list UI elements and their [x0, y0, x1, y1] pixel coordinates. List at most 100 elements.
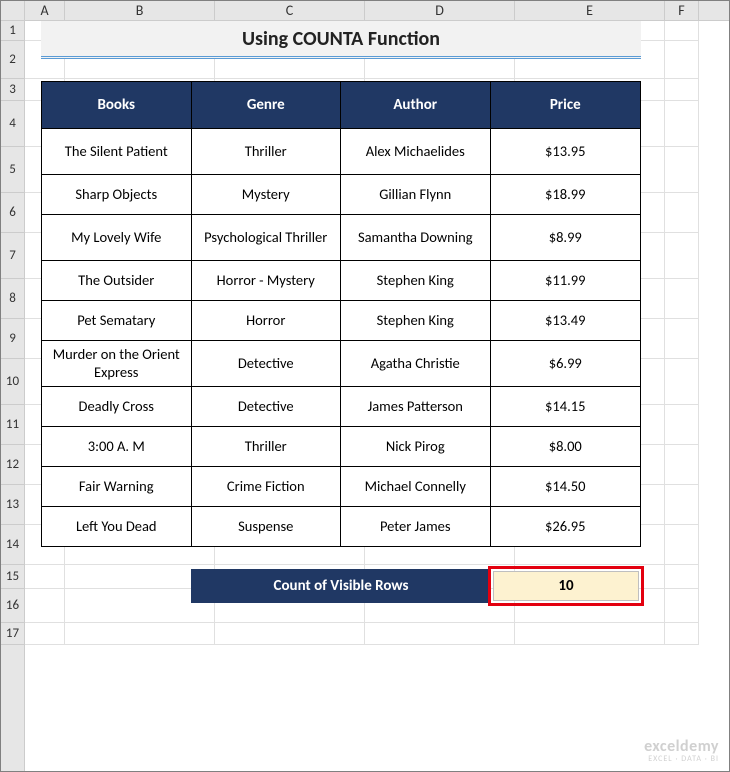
- table-cell[interactable]: $11.99: [491, 260, 641, 300]
- cell[interactable]: [25, 565, 65, 589]
- col-header-d[interactable]: D: [365, 1, 515, 20]
- row-header-9[interactable]: 9: [1, 319, 24, 359]
- table-cell[interactable]: Detective: [192, 386, 342, 426]
- cell[interactable]: [665, 21, 699, 41]
- cell[interactable]: [665, 233, 699, 279]
- row-header-3[interactable]: 3: [1, 79, 24, 101]
- cell[interactable]: [665, 101, 699, 147]
- cell[interactable]: [665, 193, 699, 233]
- col-header-b[interactable]: B: [65, 1, 215, 20]
- table-cell[interactable]: $8.99: [491, 214, 641, 260]
- table-cell[interactable]: Agatha Christie: [341, 340, 491, 386]
- cell[interactable]: [665, 359, 699, 405]
- table-cell[interactable]: Mystery: [192, 174, 342, 214]
- col-header-a[interactable]: A: [25, 1, 65, 20]
- column-headers: ABCDEF: [25, 1, 729, 21]
- cell[interactable]: [665, 319, 699, 359]
- cell[interactable]: [665, 79, 699, 101]
- table-cell[interactable]: Murder on the Orient Express: [42, 340, 192, 386]
- cell[interactable]: [25, 589, 65, 623]
- cell[interactable]: [665, 445, 699, 485]
- table-header-books[interactable]: Books: [42, 82, 192, 128]
- watermark-tagline: EXCEL · DATA · BI: [644, 755, 719, 763]
- row-header-2[interactable]: 2: [1, 41, 24, 79]
- row-header-4[interactable]: 4: [1, 101, 24, 147]
- cell[interactable]: [665, 41, 699, 79]
- table-cell[interactable]: Pet Sematary: [42, 300, 192, 340]
- table-cell[interactable]: Gillian Flynn: [341, 174, 491, 214]
- table-cell[interactable]: Stephen King: [341, 300, 491, 340]
- table-cell[interactable]: Nick Pirog: [341, 426, 491, 466]
- cell[interactable]: [665, 147, 699, 193]
- cell[interactable]: [665, 485, 699, 525]
- table-cell[interactable]: $26.95: [491, 506, 641, 546]
- row-header-14[interactable]: 14: [1, 525, 24, 565]
- row-header-13[interactable]: 13: [1, 485, 24, 525]
- row-header-1[interactable]: 1: [1, 21, 24, 41]
- cell[interactable]: [365, 623, 515, 645]
- count-value-highlight: 10: [488, 566, 644, 606]
- table-cell[interactable]: $6.99: [491, 340, 641, 386]
- row-header-7[interactable]: 7: [1, 233, 24, 279]
- table-cell[interactable]: Sharp Objects: [42, 174, 192, 214]
- cell[interactable]: [215, 623, 365, 645]
- table-cell[interactable]: Detective: [192, 340, 342, 386]
- row-header-16[interactable]: 16: [1, 589, 24, 623]
- col-header-c[interactable]: C: [215, 1, 365, 20]
- row-header-12[interactable]: 12: [1, 445, 24, 485]
- col-header-e[interactable]: E: [515, 1, 665, 20]
- table-cell[interactable]: $13.49: [491, 300, 641, 340]
- table-cell[interactable]: Deadly Cross: [42, 386, 192, 426]
- table-cell[interactable]: The Silent Patient: [42, 128, 192, 174]
- table-cell[interactable]: Crime Fiction: [192, 466, 342, 506]
- table-cell[interactable]: Horror - Mystery: [192, 260, 342, 300]
- cell[interactable]: [665, 525, 699, 565]
- table-cell[interactable]: Samantha Downing: [341, 214, 491, 260]
- table-header-author[interactable]: Author: [341, 82, 491, 128]
- table-cell[interactable]: $13.95: [491, 128, 641, 174]
- table-cell[interactable]: Michael Connelly: [341, 466, 491, 506]
- table-cell[interactable]: Thriller: [192, 426, 342, 466]
- table-cell[interactable]: My Lovely Wife: [42, 214, 192, 260]
- col-header-f[interactable]: F: [665, 1, 699, 20]
- row-header-15[interactable]: 15: [1, 565, 24, 589]
- table-cell[interactable]: Thriller: [192, 128, 342, 174]
- table-cell[interactable]: $8.00: [491, 426, 641, 466]
- row-header-5[interactable]: 5: [1, 147, 24, 193]
- select-all-corner[interactable]: [1, 1, 25, 21]
- table-cell[interactable]: Stephen King: [341, 260, 491, 300]
- table-cell[interactable]: James Patterson: [341, 386, 491, 426]
- table-cell[interactable]: $18.99: [491, 174, 641, 214]
- page-title: Using COUNTA Function: [41, 21, 641, 59]
- table-header-price[interactable]: Price: [491, 82, 641, 128]
- row-header-10[interactable]: 10: [1, 359, 24, 405]
- watermark-brand: exceldemy: [644, 739, 719, 755]
- cell[interactable]: [25, 623, 65, 645]
- table-cell[interactable]: Psychological Thriller: [192, 214, 342, 260]
- table-cell[interactable]: Alex Michaelides: [341, 128, 491, 174]
- cell[interactable]: [665, 623, 699, 645]
- cell[interactable]: [665, 565, 699, 589]
- row-header-11[interactable]: 11: [1, 405, 24, 445]
- cell[interactable]: [665, 589, 699, 623]
- cell[interactable]: [665, 279, 699, 319]
- row-header-6[interactable]: 6: [1, 193, 24, 233]
- count-label: Count of Visible Rows: [191, 569, 491, 603]
- row-header-17[interactable]: 17: [1, 623, 24, 645]
- cell[interactable]: [665, 405, 699, 445]
- count-value-cell[interactable]: 10: [493, 571, 639, 601]
- table-cell[interactable]: The Outsider: [42, 260, 192, 300]
- table-cell[interactable]: Fair Warning: [42, 466, 192, 506]
- table-cell[interactable]: Suspense: [192, 506, 342, 546]
- table-cell[interactable]: $14.50: [491, 466, 641, 506]
- table-cell[interactable]: Peter James: [341, 506, 491, 546]
- table-cell[interactable]: Horror: [192, 300, 342, 340]
- cell[interactable]: [65, 623, 215, 645]
- table-cell[interactable]: 3:00 A. M: [42, 426, 192, 466]
- cell[interactable]: [515, 623, 665, 645]
- row-header-8[interactable]: 8: [1, 279, 24, 319]
- table-header-genre[interactable]: Genre: [192, 82, 342, 128]
- table-cell[interactable]: Left You Dead: [42, 506, 192, 546]
- row-headers: 1234567891011121314151617: [1, 21, 25, 771]
- table-cell[interactable]: $14.15: [491, 386, 641, 426]
